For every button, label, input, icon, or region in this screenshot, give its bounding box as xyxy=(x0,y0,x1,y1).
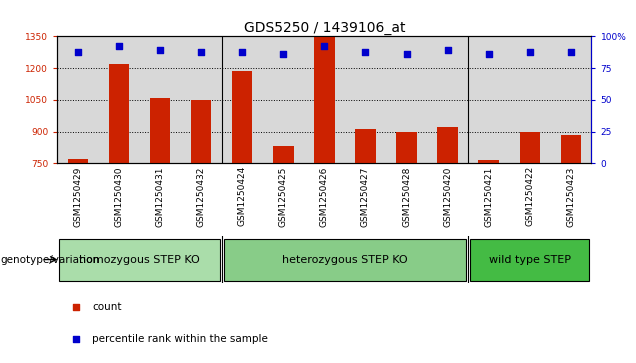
Point xyxy=(361,49,371,54)
Text: homozygous STEP KO: homozygous STEP KO xyxy=(79,254,200,265)
Point xyxy=(237,49,247,54)
Point xyxy=(483,51,494,57)
Text: percentile rank within the sample: percentile rank within the sample xyxy=(92,334,268,344)
Text: count: count xyxy=(92,302,121,312)
Bar xyxy=(438,127,458,163)
Point xyxy=(196,49,206,54)
Point xyxy=(278,51,288,57)
Point xyxy=(566,49,576,54)
Point xyxy=(319,44,329,49)
Point xyxy=(71,304,81,310)
Point xyxy=(525,49,535,54)
Bar xyxy=(355,130,376,163)
Text: wild type STEP: wild type STEP xyxy=(489,254,571,265)
Bar xyxy=(149,98,170,163)
Bar xyxy=(314,36,335,163)
Title: GDS5250 / 1439106_at: GDS5250 / 1439106_at xyxy=(244,21,405,35)
FancyBboxPatch shape xyxy=(59,239,219,281)
Point xyxy=(443,47,453,53)
FancyBboxPatch shape xyxy=(224,239,466,281)
Point xyxy=(71,337,81,342)
Point xyxy=(73,49,83,54)
Point xyxy=(155,47,165,53)
FancyBboxPatch shape xyxy=(470,239,590,281)
Text: genotype/variation: genotype/variation xyxy=(1,254,100,265)
Bar xyxy=(67,159,88,163)
Bar xyxy=(396,131,417,163)
Point xyxy=(401,51,411,57)
Bar xyxy=(109,64,129,163)
Bar xyxy=(520,131,540,163)
Point xyxy=(114,44,124,49)
Bar xyxy=(232,71,252,163)
Bar xyxy=(561,135,581,163)
Bar xyxy=(191,100,211,163)
Bar xyxy=(478,160,499,163)
Bar xyxy=(273,146,294,163)
Text: heterozygous STEP KO: heterozygous STEP KO xyxy=(282,254,408,265)
